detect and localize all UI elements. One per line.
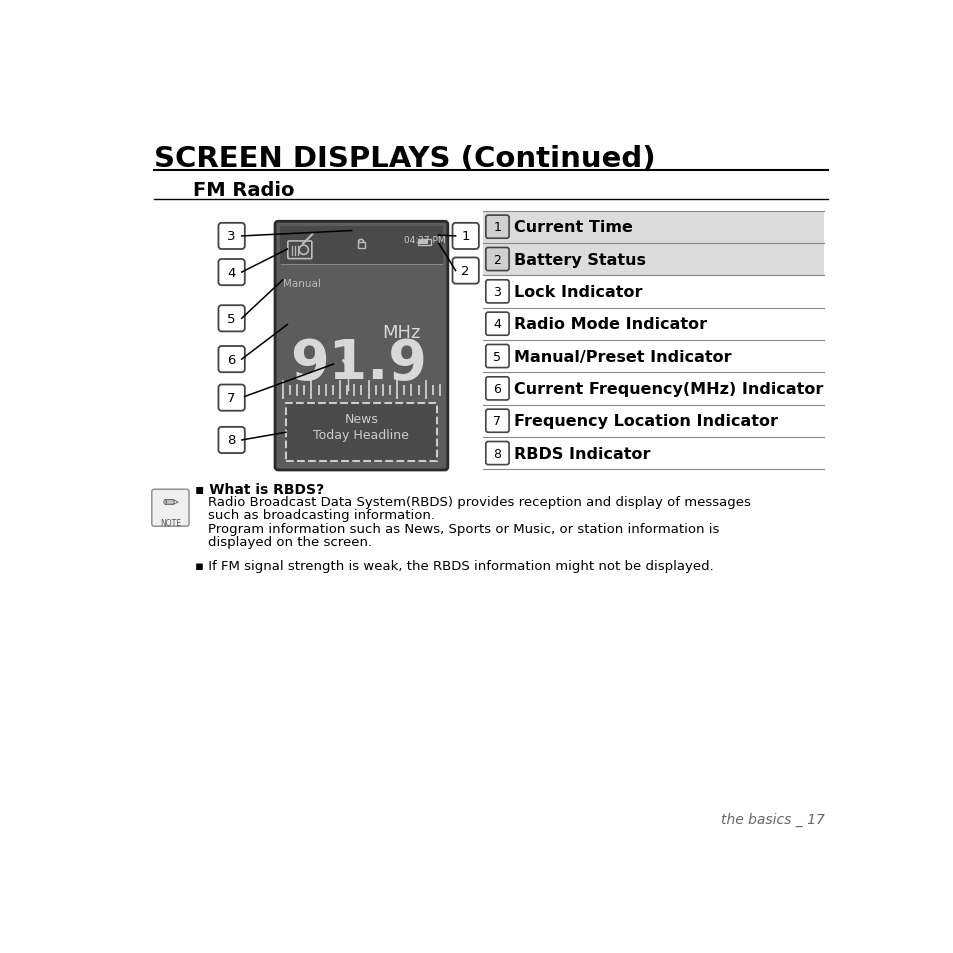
- Text: 04:27 PM: 04:27 PM: [404, 236, 446, 245]
- FancyBboxPatch shape: [485, 345, 509, 368]
- Text: Program information such as News, Sports or Music, or station information is: Program information such as News, Sports…: [208, 522, 719, 535]
- FancyBboxPatch shape: [485, 280, 509, 304]
- FancyBboxPatch shape: [274, 222, 447, 471]
- FancyBboxPatch shape: [485, 377, 509, 400]
- Text: 8: 8: [493, 447, 501, 460]
- Text: MHz: MHz: [382, 324, 420, 341]
- FancyBboxPatch shape: [218, 347, 245, 373]
- Bar: [483, 212, 823, 244]
- Bar: [431, 241, 432, 244]
- FancyBboxPatch shape: [218, 306, 245, 332]
- Text: Lock Indicator: Lock Indicator: [514, 285, 642, 299]
- Text: Current Time: Current Time: [514, 220, 633, 235]
- Text: Today Headline: Today Headline: [314, 428, 409, 441]
- Text: 4: 4: [227, 266, 235, 279]
- Text: SCREEN DISPLAYS (Continued): SCREEN DISPLAYS (Continued): [154, 144, 655, 172]
- FancyBboxPatch shape: [218, 260, 245, 286]
- Text: 6: 6: [493, 382, 501, 395]
- FancyBboxPatch shape: [452, 258, 478, 284]
- Text: 5: 5: [493, 350, 501, 363]
- Bar: [483, 244, 823, 275]
- Text: 4: 4: [493, 318, 501, 331]
- Text: 91.9: 91.9: [290, 336, 426, 391]
- Text: 5: 5: [227, 313, 235, 326]
- Text: 1: 1: [493, 221, 501, 233]
- Text: 7: 7: [227, 392, 235, 405]
- Text: 8: 8: [227, 434, 235, 447]
- Text: 6: 6: [227, 354, 235, 366]
- FancyBboxPatch shape: [485, 216, 509, 239]
- Text: 3: 3: [493, 286, 501, 298]
- FancyBboxPatch shape: [485, 248, 509, 272]
- Text: 7: 7: [493, 415, 501, 428]
- Text: ▪ If FM signal strength is weak, the RBDS information might not be displayed.: ▪ If FM signal strength is weak, the RBD…: [195, 559, 713, 572]
- FancyBboxPatch shape: [288, 242, 312, 259]
- Text: ✏: ✏: [162, 494, 178, 513]
- Text: 2: 2: [493, 253, 501, 266]
- Text: Manual: Manual: [282, 279, 320, 289]
- Text: displayed on the screen.: displayed on the screen.: [208, 535, 372, 548]
- FancyBboxPatch shape: [218, 224, 245, 250]
- Text: Radio Mode Indicator: Radio Mode Indicator: [514, 316, 707, 332]
- Text: RBDS Indicator: RBDS Indicator: [514, 446, 650, 461]
- Text: such as broadcasting information.: such as broadcasting information.: [208, 509, 435, 522]
- FancyBboxPatch shape: [286, 403, 436, 461]
- Text: NOTE: NOTE: [160, 519, 181, 528]
- FancyBboxPatch shape: [357, 242, 364, 249]
- Bar: [418, 240, 428, 245]
- Text: Frequency Location Indicator: Frequency Location Indicator: [514, 414, 778, 429]
- Bar: [418, 240, 431, 246]
- Text: 3: 3: [227, 231, 235, 243]
- Text: FM Radio: FM Radio: [193, 180, 294, 199]
- FancyBboxPatch shape: [485, 442, 509, 465]
- Text: 1: 1: [461, 231, 470, 243]
- Text: News: News: [344, 413, 378, 426]
- FancyBboxPatch shape: [452, 224, 478, 250]
- FancyBboxPatch shape: [218, 428, 245, 454]
- FancyBboxPatch shape: [485, 410, 509, 433]
- Text: the basics _ 17: the basics _ 17: [720, 813, 823, 826]
- Text: ▪ What is RBDS?: ▪ What is RBDS?: [195, 482, 324, 496]
- Text: Manual/Preset Indicator: Manual/Preset Indicator: [514, 349, 731, 364]
- Text: Battery Status: Battery Status: [514, 253, 646, 267]
- Text: Current Frequency(MHz) Indicator: Current Frequency(MHz) Indicator: [514, 381, 823, 396]
- FancyBboxPatch shape: [152, 490, 189, 527]
- FancyBboxPatch shape: [218, 385, 245, 412]
- Bar: [279, 227, 443, 265]
- Text: 2: 2: [461, 265, 470, 277]
- FancyBboxPatch shape: [485, 313, 509, 335]
- Text: Radio Broadcast Data System(RBDS) provides reception and display of messages: Radio Broadcast Data System(RBDS) provid…: [208, 496, 750, 509]
